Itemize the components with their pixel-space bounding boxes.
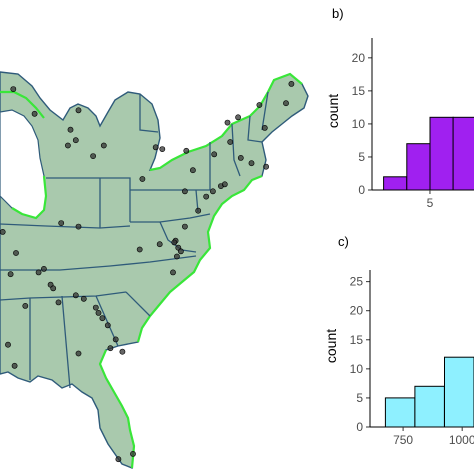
map-point — [0, 229, 6, 235]
map-point — [75, 223, 82, 230]
map-point — [211, 151, 218, 158]
map-point — [75, 107, 82, 114]
map-panel — [0, 71, 309, 469]
panel-label-b: b) — [332, 6, 344, 21]
map-point — [58, 220, 65, 226]
x-tick-label: 5 — [427, 196, 434, 210]
x-tick-label: 750 — [393, 433, 413, 447]
histogram-bar — [384, 397, 416, 428]
map-point — [72, 292, 79, 299]
map-point — [95, 309, 102, 316]
map-point — [22, 302, 29, 309]
y-tick-label: 0 — [356, 420, 363, 434]
map-point — [283, 100, 289, 107]
y-tick-label: 10 — [350, 362, 364, 376]
hist-c-y-axis: 0 5 10 15 20 25 — [350, 275, 370, 434]
y-tick-label: 5 — [356, 391, 363, 405]
map-point — [171, 239, 178, 246]
map-point — [227, 139, 234, 145]
map-point — [55, 299, 62, 306]
map-point — [90, 153, 96, 159]
histogram-c: c) count 0 5 10 15 20 25 750 1000 — [323, 234, 474, 447]
histogram-bar — [452, 116, 474, 191]
y-tick-label: 5 — [358, 150, 365, 164]
map-point — [173, 253, 180, 260]
map-point — [92, 304, 99, 311]
map-point — [10, 86, 17, 92]
map-point — [72, 137, 79, 144]
map-point — [65, 142, 71, 149]
map-points — [0, 81, 295, 463]
map-point — [31, 110, 38, 117]
map-point — [7, 271, 14, 278]
histogram-bar — [406, 143, 431, 191]
map-point — [183, 147, 190, 154]
x-tick-label: 1000 — [449, 433, 474, 447]
histogram-bar — [414, 385, 445, 428]
map-point — [156, 241, 163, 248]
map-point — [224, 119, 231, 126]
hist-c-x-ticks: 750 1000 — [393, 427, 474, 447]
hist-b-ylabel: count — [325, 94, 341, 128]
map-point — [75, 350, 82, 357]
map-point — [112, 336, 119, 343]
map-point — [136, 246, 143, 253]
map-point — [235, 114, 241, 121]
histogram-bar — [429, 116, 454, 191]
y-tick-label: 20 — [352, 51, 366, 65]
map-point — [256, 102, 263, 108]
map-point — [181, 188, 188, 195]
panel-label-c: c) — [338, 234, 349, 249]
hist-b-bars — [383, 116, 474, 191]
map-point — [104, 322, 111, 329]
hist-b-y-axis: 0 5 10 15 20 — [352, 51, 372, 197]
map-point — [263, 163, 269, 170]
map-point — [261, 125, 268, 131]
y-tick-label: 10 — [352, 117, 366, 131]
histogram-bar — [383, 176, 408, 191]
map-point — [170, 269, 176, 276]
map-point — [177, 248, 184, 255]
map-point — [181, 223, 188, 230]
hist-b-x-ticks: 5 — [427, 190, 434, 210]
y-tick-label: 20 — [350, 304, 364, 318]
map-point — [189, 167, 196, 174]
histogram-b: b) count 0 5 10 15 20 5 — [325, 6, 474, 210]
map-point — [41, 265, 47, 272]
map-point — [50, 285, 57, 292]
hist-c-ylabel: count — [323, 329, 339, 363]
map-point — [35, 269, 42, 276]
map-point — [288, 81, 295, 87]
map-point — [100, 142, 107, 149]
map-point — [107, 345, 114, 352]
map-point — [221, 181, 228, 188]
histogram-bar — [444, 356, 474, 428]
y-tick-label: 0 — [358, 183, 365, 197]
map-point — [80, 295, 87, 302]
y-tick-label: 15 — [352, 84, 366, 98]
hist-c-bars — [384, 356, 474, 428]
map-point — [209, 188, 216, 195]
map-point — [119, 348, 126, 355]
map-point — [11, 362, 18, 369]
map-point — [237, 154, 244, 161]
map-point — [115, 456, 122, 463]
y-tick-label: 15 — [350, 333, 364, 347]
map-point — [248, 160, 255, 167]
map-point — [13, 250, 19, 256]
y-tick-label: 25 — [350, 275, 364, 289]
map-point — [67, 126, 74, 133]
map-point — [195, 207, 202, 214]
map-point — [139, 176, 146, 182]
map-point — [130, 450, 136, 457]
map-point — [203, 193, 210, 200]
map-point — [152, 144, 159, 151]
map-point — [5, 341, 11, 348]
map-point — [159, 146, 166, 152]
map-point — [99, 315, 106, 322]
